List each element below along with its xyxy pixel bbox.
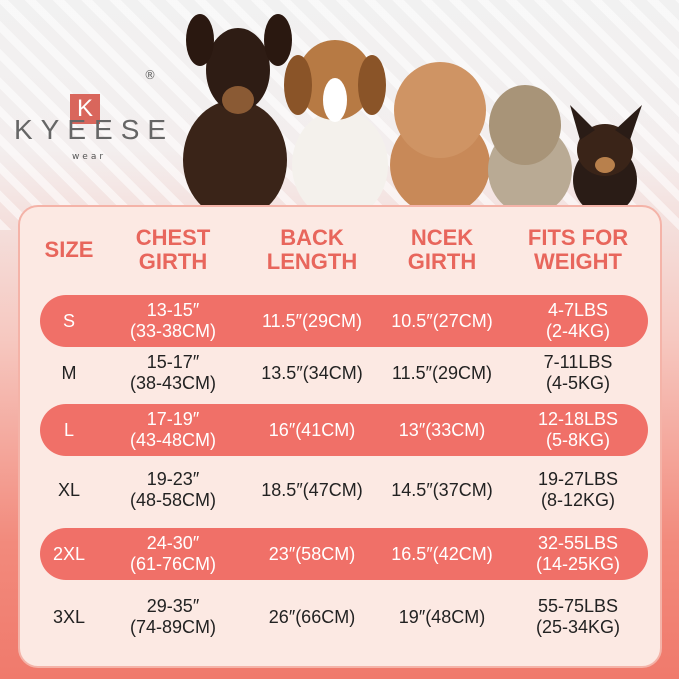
neck-cell: 10.5″(27CM) (391, 310, 493, 331)
registered-mark: ® (144, 68, 156, 82)
chest-cell: 17-19″ (43-48CM) (129, 409, 217, 450)
header-back: BACK LENGTH (266, 225, 358, 274)
neck-cell: 14.5″(37CM) (391, 479, 493, 500)
schnauzer-image (488, 85, 572, 215)
table-row: L 17-19″ (43-48CM) 16″(41CM) 13″(33CM) 12-18… (40, 404, 648, 456)
header-weight: FITS FOR WEIGHT (527, 225, 629, 274)
size-cell: XL (57, 479, 81, 500)
back-cell: 16″(41CM) (268, 419, 356, 440)
chest-cell: 13-15″ (33-38CM) (129, 300, 217, 341)
chest-cell: 15-17″ (38-43CM) (129, 352, 217, 393)
size-cell: S (62, 310, 75, 331)
chest-cell: 29-35″ (74-89CM) (129, 596, 217, 637)
size-cell: 2XL (52, 543, 86, 564)
header-row: SIZE CHEST GIRTH BACK LENGTH NCEK GIRTH … (40, 224, 648, 276)
back-cell: 23″(58CM) (268, 543, 356, 564)
table-row: M 15-17″ (38-43CM) 13.5″(34CM) 11.5″(29CM) 7… (40, 347, 648, 399)
size-cell: L (63, 419, 74, 440)
table-row: 2XL 24-30″ (61-76CM) 23″(58CM) 16.5″(42CM) 3… (40, 528, 648, 580)
size-cell: M (61, 362, 77, 383)
weight-cell: 12-18LBS (5-8KG) (537, 409, 619, 450)
header-chest: CHEST GIRTH (135, 225, 211, 274)
weight-cell: 7-11LBS (4-5KG) (543, 352, 613, 393)
doberman-image (183, 14, 292, 215)
chihuahua-image (570, 105, 642, 215)
weight-cell: 55-75LBS (25-34KG) (535, 596, 621, 637)
back-cell: 11.5″(29CM) (261, 310, 363, 331)
back-cell: 18.5″(47CM) (261, 479, 363, 500)
brand-logo: K ® KYEESE wear (14, 64, 175, 164)
neck-cell: 19″(48CM) (398, 606, 486, 627)
neck-cell: 13″(33CM) (398, 419, 486, 440)
weight-cell: 19-27LBS (8-12KG) (537, 469, 619, 510)
chest-cell: 24-30″ (61-76CM) (129, 533, 217, 574)
dogs-photo (183, 14, 642, 215)
poodle-image (390, 62, 490, 215)
brand-sub: wear (71, 152, 107, 162)
neck-cell: 11.5″(29CM) (391, 362, 493, 383)
size-chart-panel: SIZE CHEST GIRTH BACK LENGTH NCEK GIRTH … (18, 205, 662, 668)
back-cell: 26″(66CM) (268, 606, 356, 627)
table-row: S 13-15″ (33-38CM) 11.5″(29CM) 10.5″(27CM) 4… (40, 295, 648, 347)
brand-name: KYEESE (14, 114, 175, 145)
size-cell: 3XL (52, 606, 86, 627)
beagle-image (284, 40, 388, 215)
header-neck: NCEK GIRTH (407, 225, 477, 274)
header-size: SIZE (44, 237, 94, 262)
weight-cell: 32-55LBS (14-25KG) (535, 533, 621, 574)
neck-cell: 16.5″(42CM) (391, 543, 493, 564)
logo-mark: K (70, 94, 100, 124)
weight-cell: 4-7LBS (2-4KG) (545, 300, 610, 341)
table-row: XL 19-23″ (48-58CM) 18.5″(47CM) 14.5″(37CM)… (40, 464, 648, 516)
table-row: 3XL 29-35″ (74-89CM) 26″(66CM) 19″(48CM) 55-… (40, 591, 648, 643)
back-cell: 13.5″(34CM) (261, 362, 363, 383)
chest-cell: 19-23″ (48-58CM) (129, 469, 217, 510)
